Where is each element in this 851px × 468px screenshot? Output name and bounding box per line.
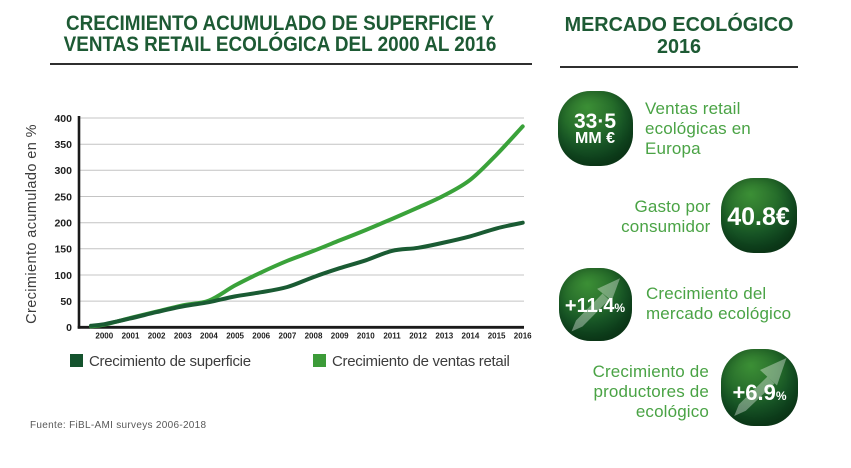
- svg-text:400: 400: [54, 113, 72, 125]
- svg-text:2012: 2012: [409, 332, 427, 341]
- svg-text:2015: 2015: [488, 332, 506, 341]
- svg-text:100: 100: [54, 270, 72, 282]
- svg-text:2009: 2009: [331, 332, 349, 341]
- svg-text:2004: 2004: [200, 332, 218, 341]
- svg-text:350: 350: [54, 139, 72, 151]
- svg-text:2008: 2008: [305, 332, 323, 341]
- svg-text:2001: 2001: [122, 332, 140, 341]
- svg-text:2006: 2006: [252, 332, 270, 341]
- svg-text:2013: 2013: [435, 332, 453, 341]
- svg-text:Crecimiento acumulado en %: Crecimiento acumulado en %: [24, 124, 40, 324]
- svg-text:2003: 2003: [174, 332, 192, 341]
- svg-text:2011: 2011: [383, 332, 401, 341]
- svg-text:200: 200: [54, 218, 72, 230]
- svg-text:150: 150: [54, 244, 72, 256]
- svg-text:50: 50: [60, 296, 72, 308]
- svg-text:0: 0: [66, 322, 72, 334]
- svg-text:2016: 2016: [514, 332, 532, 341]
- svg-text:2005: 2005: [226, 332, 244, 341]
- svg-text:2002: 2002: [148, 332, 166, 341]
- svg-text:2010: 2010: [357, 332, 375, 341]
- svg-text:2014: 2014: [462, 332, 480, 341]
- svg-text:250: 250: [54, 191, 72, 203]
- svg-text:300: 300: [54, 165, 72, 177]
- svg-text:2000: 2000: [95, 332, 113, 341]
- svg-text:2007: 2007: [279, 332, 297, 341]
